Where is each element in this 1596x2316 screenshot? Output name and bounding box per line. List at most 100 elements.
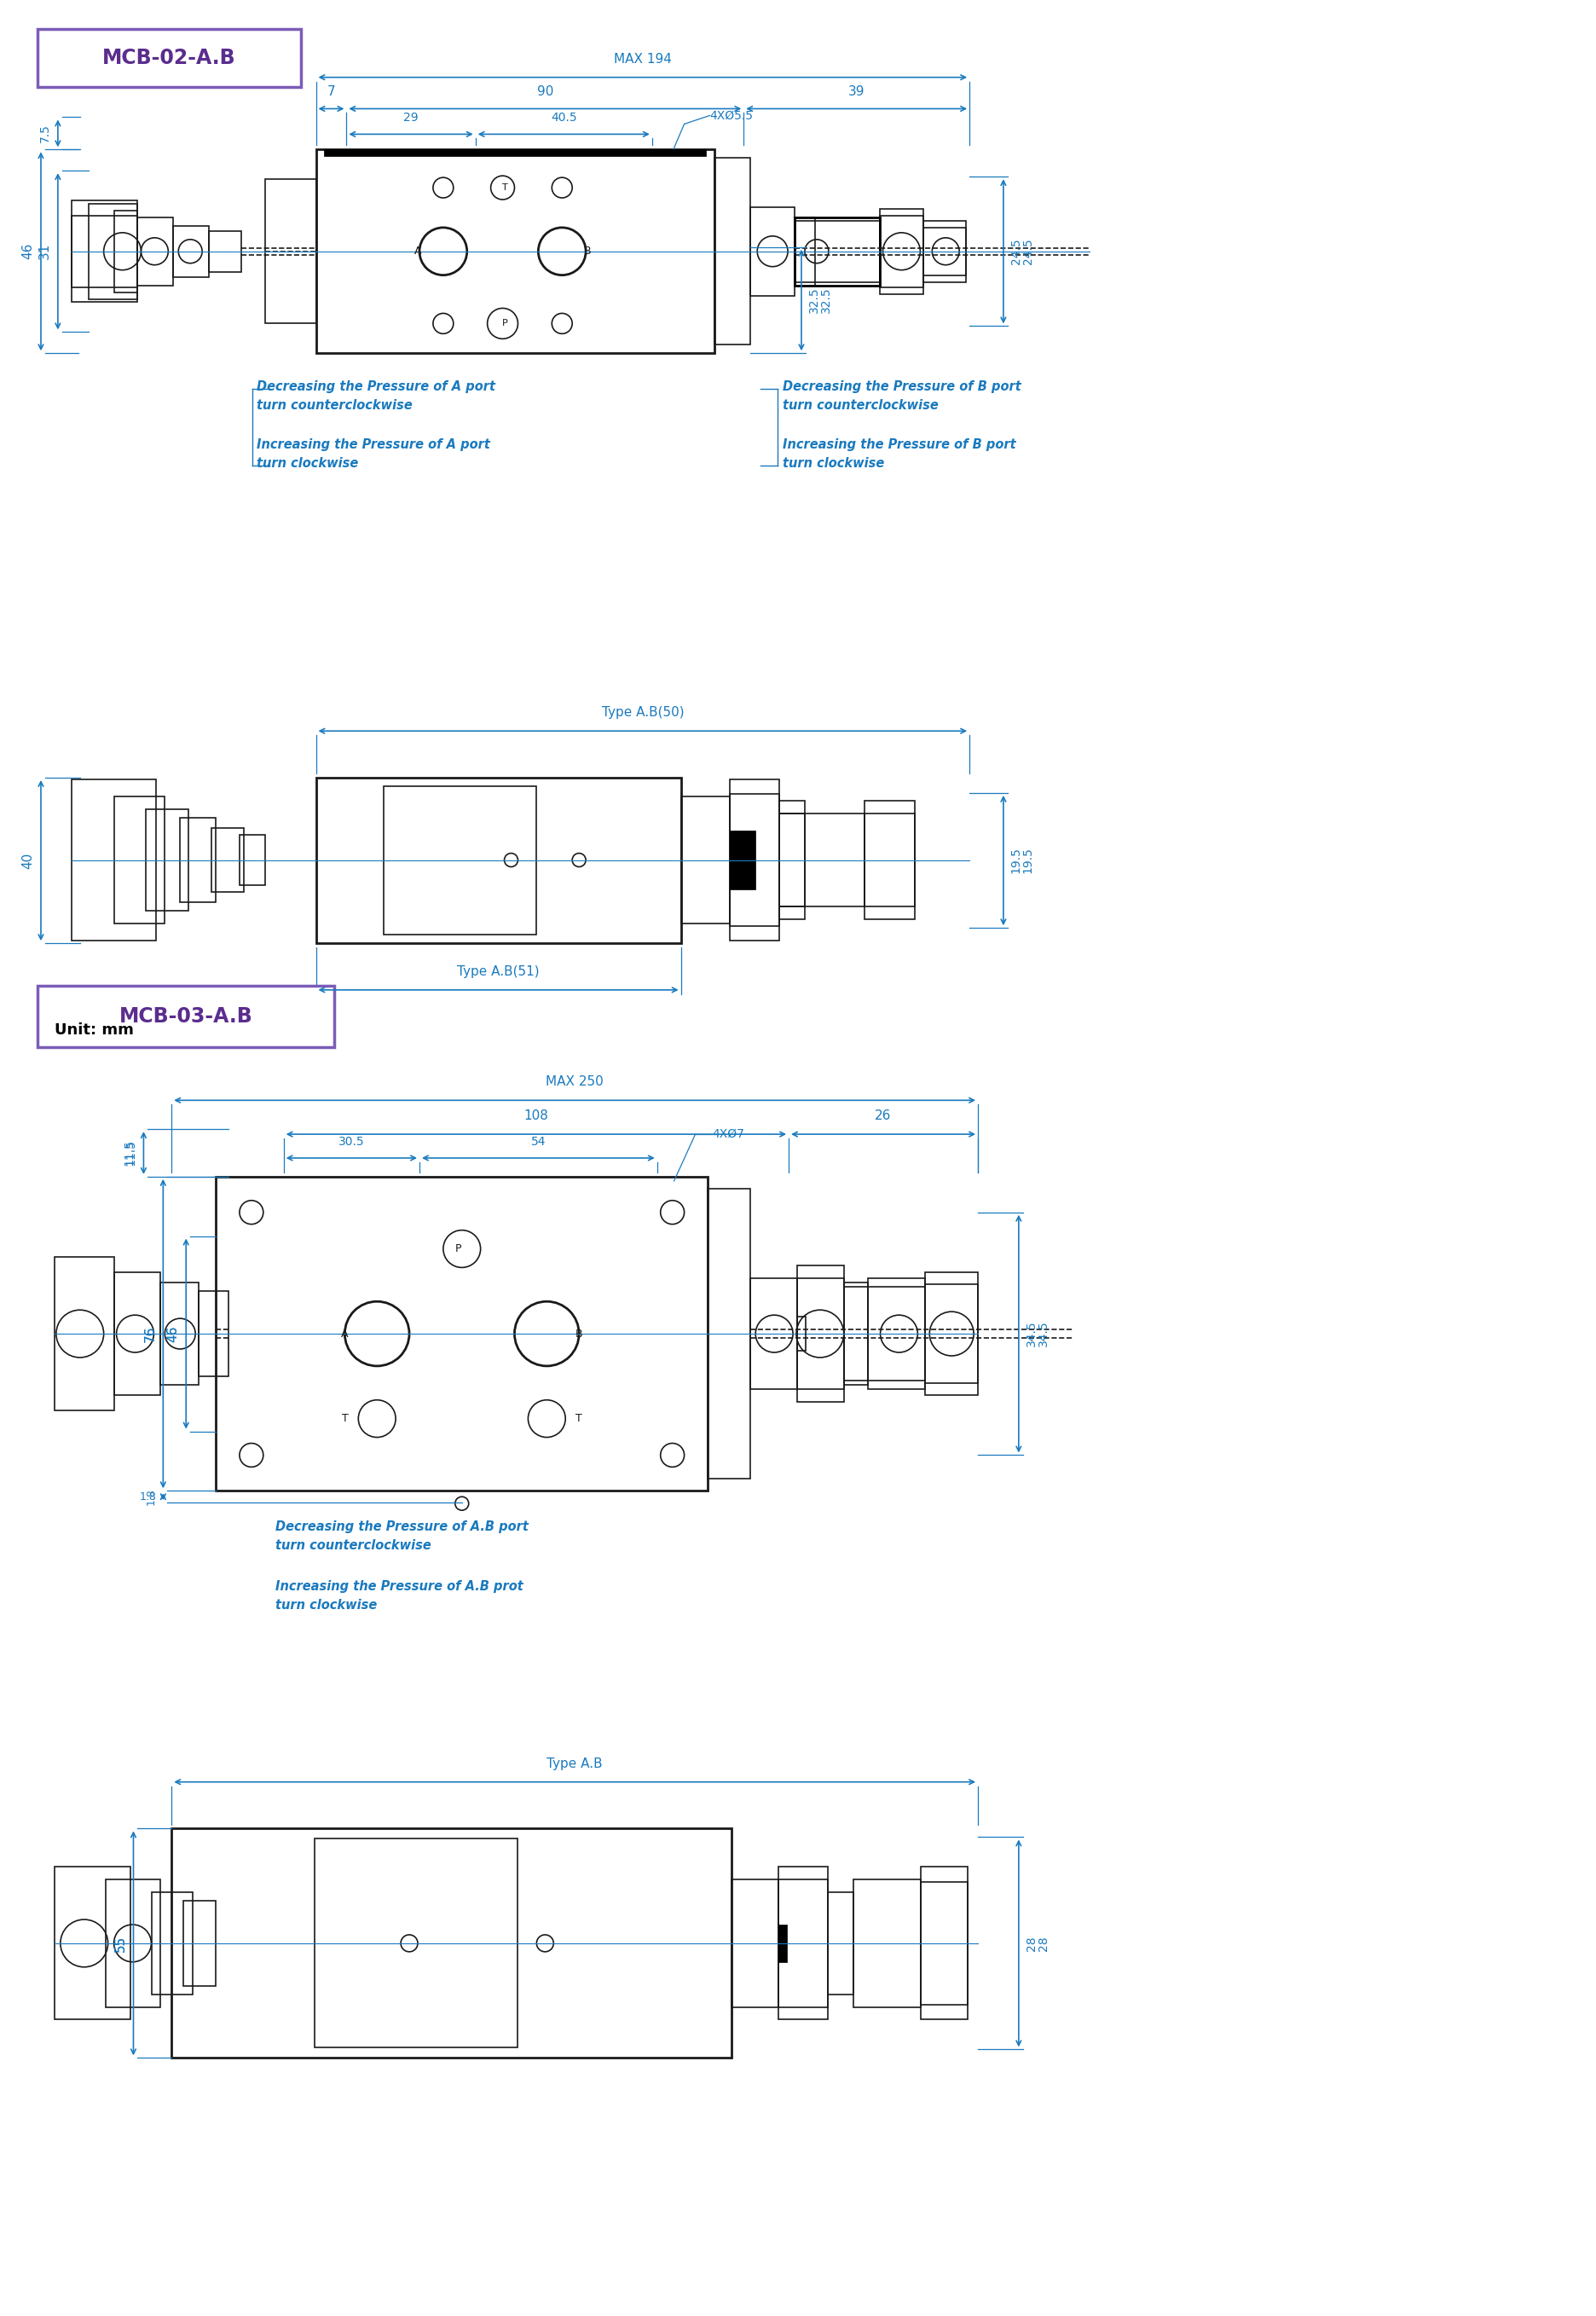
Text: 1.8: 1.8	[139, 1492, 156, 1503]
Bar	[172, 1830, 733, 2059]
Text: Increasing the Pressure of A.B prot
turn clockwise: Increasing the Pressure of A.B prot turn…	[275, 1580, 523, 1612]
Bar	[105, 1881, 161, 2008]
Bar	[844, 1288, 868, 1380]
Text: 32.5: 32.5	[808, 287, 820, 313]
Text: P: P	[503, 320, 508, 329]
Bar	[795, 220, 879, 283]
Text: 11.5: 11.5	[123, 1139, 136, 1165]
Bar	[729, 794, 779, 926]
Text: 76: 76	[144, 1325, 156, 1341]
Bar	[180, 818, 215, 903]
Text: 7.5: 7.5	[40, 125, 51, 144]
Text: MAX 250: MAX 250	[546, 1075, 603, 1089]
Text: 19.5: 19.5	[1010, 848, 1021, 873]
Text: MAX 194: MAX 194	[614, 53, 672, 65]
Bar	[715, 157, 750, 345]
Text: 32.5: 32.5	[820, 287, 832, 313]
Bar	[383, 785, 536, 936]
Bar	[926, 1285, 978, 1383]
Text: 46: 46	[166, 1325, 179, 1341]
Bar	[854, 1881, 921, 2008]
Text: 4XØ5.5: 4XØ5.5	[710, 109, 753, 120]
Bar	[200, 1292, 228, 1376]
Bar	[863, 801, 915, 919]
Text: P: P	[455, 1244, 461, 1255]
Text: 46: 46	[21, 243, 34, 259]
Text: 39: 39	[847, 86, 865, 97]
Bar	[147, 808, 188, 910]
Text: T: T	[342, 1413, 348, 1424]
Bar	[113, 211, 137, 292]
Bar	[174, 227, 209, 278]
Text: 76: 76	[144, 1325, 156, 1341]
Bar	[795, 218, 816, 285]
Text: MCB-03-A.B: MCB-03-A.B	[120, 1005, 252, 1026]
Bar	[779, 1925, 787, 1962]
Text: Type A.B(51): Type A.B(51)	[456, 966, 539, 977]
Text: 40: 40	[21, 852, 34, 868]
Bar	[709, 1188, 750, 1480]
Bar	[779, 1867, 828, 2020]
Bar	[729, 780, 779, 940]
Text: Decreasing the Pressure of A.B port
turn counterclockwise: Decreasing the Pressure of A.B port turn…	[275, 1522, 528, 1552]
Text: 24.5: 24.5	[1010, 239, 1021, 264]
Text: B: B	[584, 245, 591, 257]
Bar	[868, 1278, 926, 1390]
Text: 19.5: 19.5	[1021, 848, 1034, 873]
Bar	[316, 778, 681, 943]
Bar	[72, 201, 137, 303]
Text: Increasing the Pressure of A port
turn clockwise: Increasing the Pressure of A port turn c…	[257, 438, 490, 470]
Text: 11.5: 11.5	[124, 1139, 137, 1165]
Bar	[184, 1901, 215, 1985]
Bar	[37, 28, 300, 86]
Bar	[863, 813, 915, 908]
Bar	[921, 1883, 967, 2003]
Bar	[844, 1283, 868, 1385]
Bar	[796, 1318, 806, 1350]
Text: 55: 55	[113, 1936, 126, 1952]
Bar	[796, 1267, 844, 1401]
Bar	[681, 797, 729, 924]
Bar	[796, 1278, 844, 1390]
Text: T: T	[576, 1413, 583, 1424]
Bar	[72, 215, 137, 287]
Bar	[924, 220, 966, 283]
Text: Increasing the Pressure of B port
turn clockwise: Increasing the Pressure of B port turn c…	[782, 438, 1017, 470]
Text: B: B	[575, 1327, 583, 1339]
Bar	[729, 831, 755, 889]
Text: MCB-02-A.B: MCB-02-A.B	[102, 49, 236, 67]
Text: 46: 46	[166, 1325, 179, 1341]
Bar	[750, 1278, 796, 1390]
Text: 55: 55	[113, 1936, 126, 1952]
Bar	[54, 1867, 131, 2020]
Text: 7: 7	[327, 86, 335, 97]
Bar	[137, 218, 174, 285]
Text: 26: 26	[875, 1109, 892, 1123]
Bar	[921, 1867, 967, 2020]
Text: 34.5: 34.5	[1037, 1320, 1049, 1348]
Text: 1.8: 1.8	[145, 1489, 156, 1505]
Bar	[779, 813, 804, 908]
Bar	[209, 232, 241, 271]
Text: Type A.B: Type A.B	[547, 1758, 603, 1769]
Bar	[215, 1177, 709, 1492]
Text: A: A	[413, 245, 421, 257]
Bar	[239, 834, 265, 885]
Bar	[779, 801, 804, 919]
Bar	[924, 227, 966, 276]
Text: Decreasing the Pressure of A port
turn counterclockwise: Decreasing the Pressure of A port turn c…	[257, 380, 495, 412]
Bar	[161, 1283, 200, 1385]
Bar	[316, 151, 715, 354]
Text: 30.5: 30.5	[338, 1135, 364, 1149]
Text: 90: 90	[536, 86, 554, 97]
Bar	[265, 178, 316, 324]
Bar	[779, 1881, 828, 2008]
Text: 4XØ7: 4XØ7	[712, 1128, 745, 1139]
Bar	[37, 987, 335, 1047]
Text: 24.5: 24.5	[1021, 239, 1034, 264]
Text: Unit: mm: Unit: mm	[54, 1021, 134, 1038]
Text: 54: 54	[531, 1135, 546, 1149]
Bar	[868, 1288, 926, 1380]
Bar	[879, 215, 924, 287]
Bar	[113, 797, 164, 924]
